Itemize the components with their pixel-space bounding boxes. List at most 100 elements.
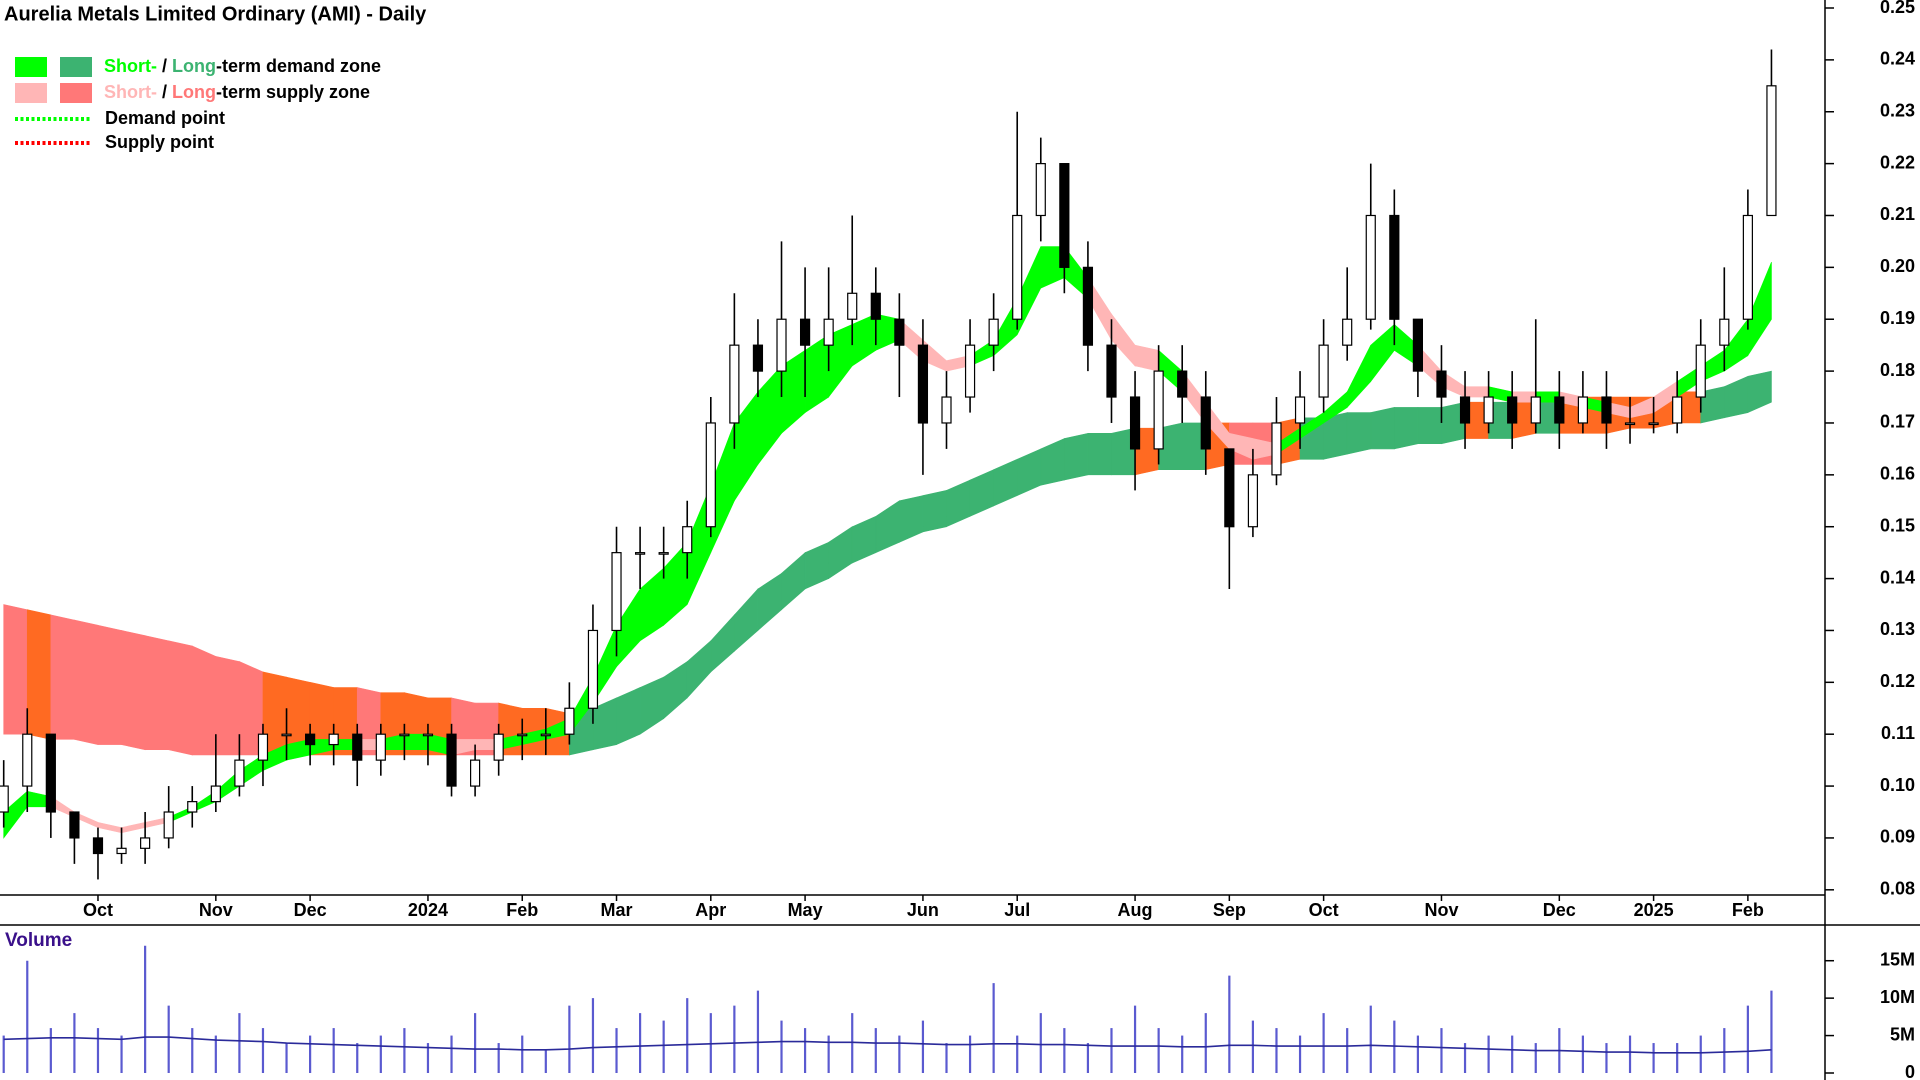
candle-body	[1459, 396, 1471, 424]
candle-body	[1601, 396, 1612, 424]
candle-body	[1695, 344, 1706, 398]
candle-body	[1530, 396, 1541, 424]
candle-body	[917, 344, 929, 424]
candle-body	[564, 707, 575, 735]
x-tick-label: Jul	[1004, 900, 1030, 920]
legend-label-part: /	[162, 82, 167, 102]
y-tick-label: 0.13	[1880, 619, 1915, 639]
candle-body	[894, 318, 905, 346]
short-zone-segment	[1464, 386, 1489, 398]
candle-body	[1318, 344, 1329, 398]
short-zone-segment	[404, 733, 429, 751]
x-tick-label: Oct	[1309, 900, 1339, 920]
candle-body	[1412, 318, 1424, 372]
x-tick-label: 2025	[1634, 900, 1674, 920]
x-tick-label: Sep	[1213, 900, 1246, 920]
legend-label-part: Short-	[104, 82, 157, 102]
legend-label-part: Long	[172, 56, 216, 76]
candle-body	[446, 733, 457, 787]
candle-body	[305, 733, 316, 746]
candle-body	[1271, 422, 1282, 476]
y-tick-label: 10M	[1880, 987, 1915, 1007]
candle-body	[1483, 396, 1494, 424]
volume-title: Volume	[5, 930, 72, 951]
volume-average	[3, 1036, 1772, 1054]
candle-body	[1106, 344, 1117, 398]
candle-body	[634, 552, 646, 555]
candle-body	[22, 733, 33, 787]
y-tick-label: 0.12	[1880, 671, 1915, 691]
short-zone-segment	[1747, 262, 1772, 357]
candle-body	[1247, 474, 1259, 528]
y-tick-label: 0.18	[1880, 360, 1915, 380]
candle-body	[1436, 370, 1447, 398]
candle-body	[1129, 396, 1141, 450]
x-tick-label: Mar	[601, 900, 633, 920]
long-zone-segment	[1394, 407, 1419, 450]
legend-swatch	[15, 57, 47, 77]
candle-body	[870, 292, 881, 320]
candle-body	[847, 292, 858, 320]
long-zone-segment	[144, 635, 169, 751]
y-tick-label: 0.14	[1880, 567, 1915, 587]
candle-body	[116, 847, 127, 855]
x-tick-label: Jun	[907, 900, 939, 920]
candle-body	[1507, 396, 1518, 424]
candle-body	[1577, 396, 1588, 424]
candle-body	[823, 318, 834, 346]
candle-body	[1294, 396, 1306, 424]
legend-label-part: Short-	[104, 56, 157, 76]
y-tick-label: 15M	[1880, 949, 1915, 969]
candle-body	[611, 552, 622, 632]
long-zone-segment	[922, 490, 947, 533]
long-zone-segment	[121, 630, 146, 751]
y-tick-label: 5M	[1890, 1024, 1915, 1044]
long-zone-segment	[50, 614, 75, 740]
candle-body	[988, 318, 999, 346]
candle-body	[187, 801, 198, 813]
long-zone-segment	[616, 687, 641, 746]
candle-body	[210, 785, 221, 803]
x-tick-label: Dec	[1543, 900, 1576, 920]
x-tick-label: Nov	[1424, 900, 1458, 920]
long-zone-segment	[26, 609, 52, 740]
y-tick-label: 0.16	[1880, 464, 1915, 484]
y-tick-label: 0.08	[1880, 879, 1915, 899]
candle-body	[517, 733, 528, 737]
candle-body	[1012, 214, 1023, 320]
y-tick-label: 0.21	[1880, 204, 1915, 224]
long-zone-segment	[191, 645, 217, 756]
x-tick-label: Aug	[1118, 900, 1153, 920]
x-tick-label: 2024	[408, 900, 448, 920]
candle-body	[1177, 370, 1188, 398]
long-zone-segment	[1346, 412, 1372, 455]
candle-body	[1624, 422, 1636, 426]
y-tick-label: 0.25	[1880, 0, 1915, 17]
long-zone-segment	[168, 640, 193, 756]
candle-body	[540, 733, 551, 737]
candle-body	[234, 759, 245, 787]
legend-label: Demand point	[105, 108, 225, 128]
candle-body	[1365, 214, 1376, 320]
legend-label-part: /	[162, 56, 167, 76]
chart-title: Aurelia Metals Limited Ordinary (AMI) - …	[4, 3, 427, 25]
x-tick-label: Apr	[695, 900, 726, 920]
x-tick-label: Feb	[1732, 900, 1764, 920]
candle-body	[964, 344, 976, 398]
x-tick-label: May	[788, 900, 823, 920]
y-tick-label: 0.09	[1880, 827, 1915, 847]
legend-swatch	[15, 83, 47, 103]
candle-body	[140, 837, 151, 849]
long-zone-segment	[3, 604, 28, 735]
candle-body	[776, 318, 787, 372]
candle-body	[799, 318, 811, 346]
long-zone-segment	[1747, 370, 1772, 414]
legend-swatch	[60, 83, 92, 103]
candle-body	[1719, 318, 1730, 346]
candle-body	[1059, 163, 1070, 268]
candle-body	[1153, 370, 1164, 450]
legend-label-part: Long	[172, 82, 216, 102]
